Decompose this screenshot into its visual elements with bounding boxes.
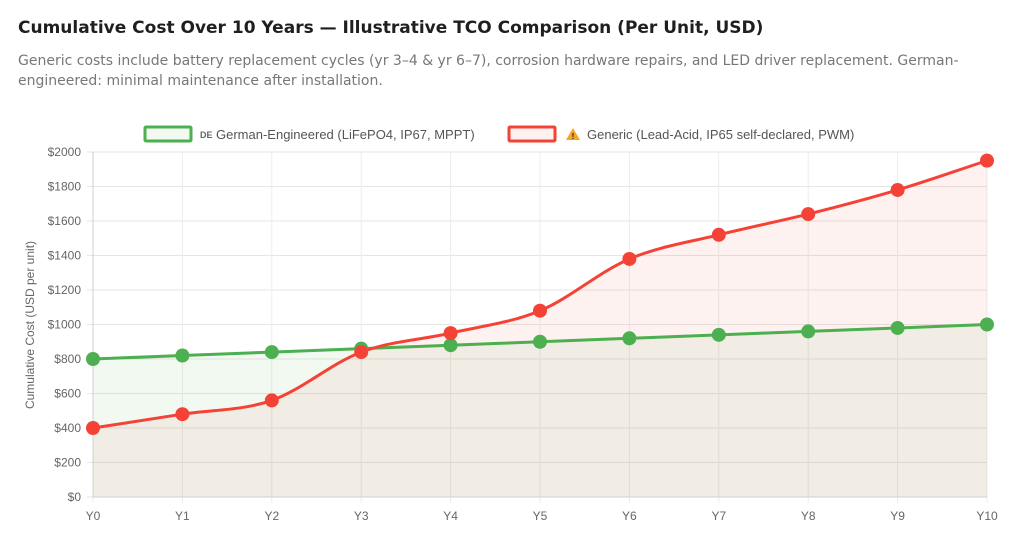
area-fills — [93, 160, 987, 497]
series-fill-1 — [93, 160, 987, 497]
y-tick-label: $1000 — [48, 318, 82, 332]
data-point — [443, 326, 458, 341]
data-point — [890, 320, 905, 335]
y-axis-label: Cumulative Cost (USD per unit) — [23, 241, 37, 409]
legend[interactable]: DE German-Engineered (LiFePO4, IP67, MPPT… — [143, 125, 854, 143]
data-point — [443, 338, 458, 353]
legend-swatch-1[interactable] — [507, 125, 557, 143]
x-tick-label: Y8 — [801, 509, 816, 523]
data-point — [801, 207, 816, 222]
y-tick-label: $400 — [54, 421, 81, 435]
x-tick-label: Y9 — [890, 509, 905, 523]
x-tick-label: Y3 — [354, 509, 369, 523]
x-tick-label: Y1 — [175, 509, 190, 523]
warning-icon: ! — [566, 128, 580, 141]
y-tick-label: $600 — [54, 387, 81, 401]
data-point — [980, 153, 994, 168]
x-tick-label: Y7 — [711, 509, 726, 523]
data-points — [86, 153, 994, 435]
data-point — [533, 303, 547, 318]
x-tick-label: Y5 — [533, 509, 548, 523]
chart-subtitle: Generic costs include battery replacemen… — [18, 53, 959, 89]
data-point — [175, 407, 190, 422]
data-point — [86, 352, 100, 366]
legend-swatch-0[interactable] — [143, 125, 193, 143]
data-point — [622, 331, 637, 346]
data-point — [890, 182, 905, 197]
legend-label-0[interactable]: German-Engineered (LiFePO4, IP67, MPPT) — [216, 127, 475, 142]
data-point — [175, 348, 190, 363]
data-point — [533, 334, 547, 349]
data-point — [264, 345, 279, 360]
x-tick-label: Y10 — [976, 509, 998, 523]
series-fill-0 — [93, 324, 987, 497]
x-tick-label: Y4 — [443, 509, 458, 523]
data-point — [354, 345, 369, 360]
data-point — [980, 317, 994, 332]
legend-label-1[interactable]: Generic (Lead-Acid, IP65 self-declared, … — [587, 127, 854, 142]
data-point — [711, 227, 726, 242]
x-tick-label: Y2 — [264, 509, 279, 523]
y-tick-label: $1800 — [48, 180, 82, 194]
svg-text:!: ! — [572, 132, 575, 141]
data-point — [711, 327, 726, 342]
data-point — [264, 393, 279, 408]
y-tick-label: $800 — [54, 352, 81, 366]
chart-title: Cumulative Cost Over 10 Years — Illustra… — [18, 18, 764, 38]
x-tick-label: Y0 — [86, 509, 101, 523]
data-point — [86, 421, 100, 435]
data-point — [622, 251, 637, 266]
y-tick-label: $200 — [54, 456, 81, 470]
x-tick-label: Y6 — [622, 509, 637, 523]
data-point — [801, 324, 816, 339]
axes: $0 $200 $400 $600 $800 $1000 $1200 $1400 $1600 $1… — [48, 145, 998, 523]
legend-prefix-0: DE — [200, 130, 213, 140]
y-tick-label: $2000 — [48, 145, 82, 159]
y-tick-label: $0 — [68, 490, 82, 504]
y-tick-label: $1600 — [48, 214, 82, 228]
y-tick-label: $1200 — [48, 283, 82, 297]
y-tick-label: $1400 — [48, 249, 82, 263]
